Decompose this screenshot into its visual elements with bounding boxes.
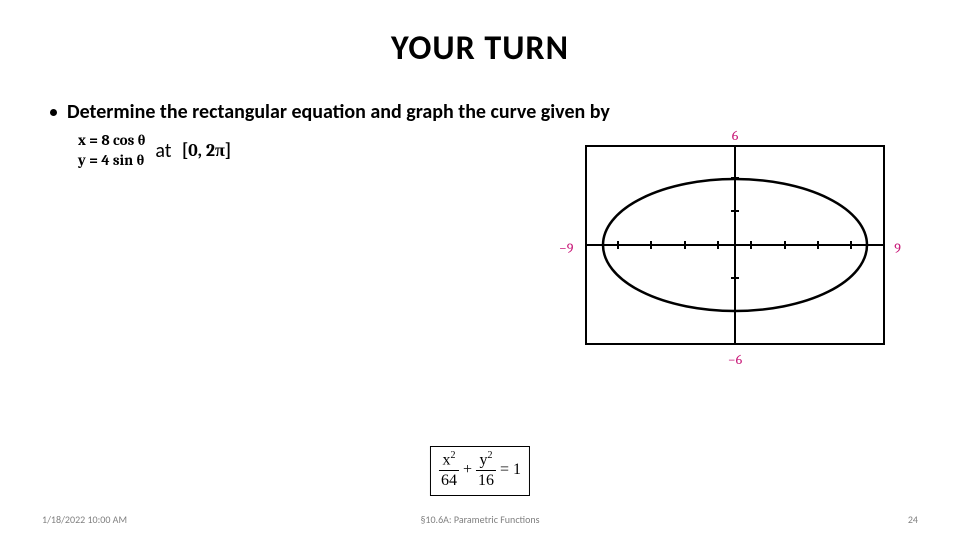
at-label: at: [155, 139, 171, 163]
footer-section: §10.6A: Parametric Functions: [420, 513, 539, 526]
slide-footer: 1/18/2022 10:00 AM §10.6A: Parametric Fu…: [0, 513, 960, 526]
answer-num2: y: [480, 451, 488, 468]
equals-one: = 1: [500, 461, 521, 479]
slide-title: YOUR TURN: [0, 0, 960, 69]
graph-label-left: −9: [559, 239, 573, 256]
fraction-2: y2 16: [476, 451, 496, 489]
parametric-equations: x = 8 cos θ y = 4 sin θ: [78, 131, 145, 170]
equation-x: x = 8 cos θ: [78, 131, 145, 151]
answer-equation: x2 64 + y2 16 = 1: [430, 446, 530, 496]
answer-den1: 64: [439, 470, 459, 489]
answer-den2: 16: [476, 470, 496, 489]
answer-num1: x: [442, 451, 450, 468]
interval-text: [0, 2π]: [182, 140, 232, 161]
bullet-icon: [50, 109, 57, 116]
graph-label-top: 6: [732, 127, 739, 144]
graph-svg: [585, 145, 885, 345]
bullet-item: Determine the rectangular equation and g…: [50, 99, 910, 125]
graph-label-right: 9: [894, 239, 901, 256]
plus-sign: +: [463, 461, 472, 479]
graph-figure: 6 −9 9 −6: [585, 145, 885, 350]
footer-date: 1/18/2022 10:00 AM: [42, 513, 127, 526]
footer-page-number: 24: [908, 513, 918, 526]
graph-label-bottom: −6: [728, 351, 742, 368]
equation-y: y = 4 sin θ: [78, 151, 145, 171]
prompt-text: Determine the rectangular equation and g…: [67, 99, 610, 125]
fraction-1: x2 64: [439, 451, 459, 489]
